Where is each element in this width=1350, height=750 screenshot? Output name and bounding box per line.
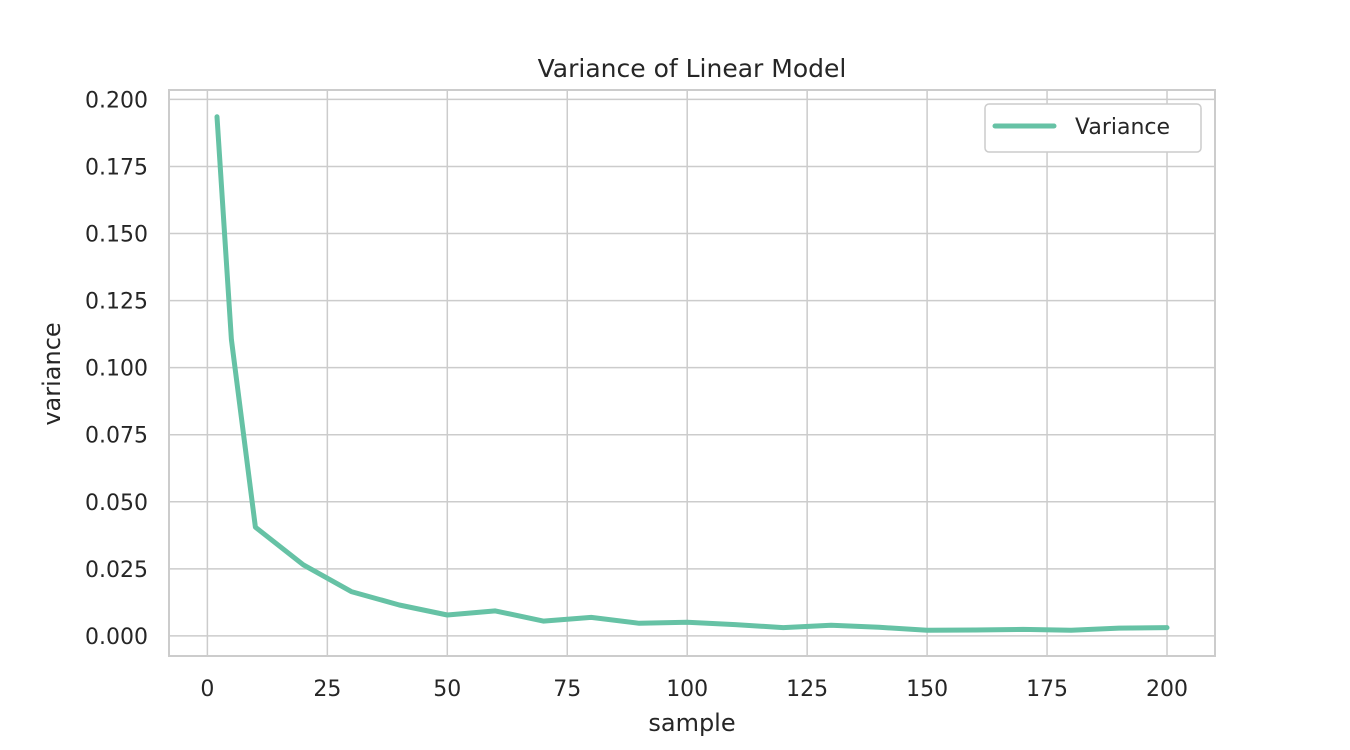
x-tick-label: 200 [1146, 677, 1188, 702]
y-tick-label: 0.125 [85, 290, 148, 315]
x-tick-label: 50 [433, 677, 461, 702]
x-tick-label: 25 [313, 677, 341, 702]
legend: Variance [984, 103, 1202, 153]
y-tick-label: 0.150 [85, 223, 148, 248]
x-tick-label: 75 [553, 677, 581, 702]
plot-frame [168, 89, 1216, 657]
x-tick-label: 175 [1026, 677, 1068, 702]
grid [169, 90, 1215, 656]
y-axis-label: variance [38, 322, 66, 425]
y-tick-label: 0.050 [85, 491, 148, 516]
y-tick-label: 0.200 [85, 88, 148, 113]
y-tick-label: 0.025 [85, 558, 148, 583]
legend-label-variance: Variance [1075, 115, 1170, 140]
x-axis-label: sample [648, 709, 735, 737]
x-tick-label: 150 [906, 677, 948, 702]
x-tick-label: 0 [200, 677, 214, 702]
series-layer [214, 114, 1170, 633]
x-tick-label: 125 [786, 677, 828, 702]
y-tick-label: 0.100 [85, 357, 148, 382]
tick-labels: 0 25 50 75 100 125 150 175 200 0.000 0.025 0.050 0.0… [85, 88, 1188, 702]
legend-box [984, 103, 1202, 153]
y-tick-label: 0.000 [85, 625, 148, 650]
x-tick-label: 100 [666, 677, 708, 702]
chart-title: Variance of Linear Model [538, 54, 847, 83]
series-line-variance [214, 114, 1170, 633]
y-tick-label: 0.075 [85, 424, 148, 449]
y-tick-label: 0.175 [85, 155, 148, 180]
